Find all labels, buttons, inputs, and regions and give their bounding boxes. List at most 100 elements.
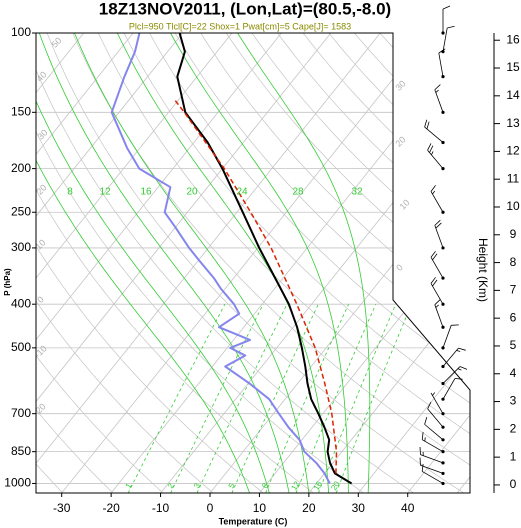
wind-barb-staff bbox=[427, 408, 444, 428]
mixing-ratio-line bbox=[231, 304, 319, 493]
wind-barb bbox=[421, 432, 445, 454]
x-tick-label: 40 bbox=[401, 501, 415, 515]
wind-barb bbox=[434, 299, 445, 329]
x-tick-label: 20 bbox=[302, 501, 316, 515]
dry-adiabat bbox=[97, 33, 470, 493]
wind-barb-feather bbox=[427, 143, 432, 151]
isotherm bbox=[36, 33, 381, 493]
moist-adiabat bbox=[36, 33, 250, 493]
mixing-ratio-line bbox=[335, 304, 412, 493]
isotherm bbox=[36, 33, 332, 493]
wind-barb-staff bbox=[434, 225, 444, 249]
wind-barb-feather bbox=[434, 84, 441, 91]
moist-adiabat-label: 16 bbox=[140, 187, 152, 198]
dry-adiabat bbox=[36, 33, 214, 493]
wind-barb-staff bbox=[422, 471, 444, 484]
wind-barb-feather bbox=[459, 366, 468, 370]
y-tick-label: 700 bbox=[11, 406, 31, 420]
wind-barb-staff bbox=[424, 424, 444, 441]
wind-barb bbox=[441, 347, 466, 369]
isotherm bbox=[61, 33, 431, 493]
wind-barb-base bbox=[441, 50, 445, 54]
wind-barb bbox=[430, 250, 445, 280]
wind-barb bbox=[441, 5, 451, 35]
moist-adiabat bbox=[116, 33, 329, 493]
y2-tick-label: 10 bbox=[506, 199, 520, 213]
moist-adiabat bbox=[237, 33, 371, 493]
x-tick-label: 0 bbox=[207, 501, 214, 515]
dry-adiabat bbox=[46, 33, 464, 493]
x-tick-label: 30 bbox=[352, 501, 366, 515]
moist-adiabat bbox=[170, 33, 349, 493]
dry-adiabat bbox=[36, 33, 114, 493]
y-axis-title: P (hPa) bbox=[3, 268, 12, 296]
wind-barb-half bbox=[435, 89, 439, 93]
y-tick-label: 1000 bbox=[4, 476, 31, 490]
y-tick-label: 850 bbox=[11, 444, 31, 458]
mixing-ratio-label: 1 bbox=[124, 481, 134, 490]
wind-barb bbox=[430, 185, 445, 214]
dry-adiabat bbox=[174, 33, 470, 493]
wind-barb-feather bbox=[447, 25, 455, 29]
wind-barb-staff bbox=[442, 325, 452, 348]
moist-adiabat-label: 24 bbox=[236, 187, 248, 198]
wind-barb-half bbox=[431, 151, 434, 155]
dry-adiabat bbox=[149, 33, 470, 493]
isotherm bbox=[36, 33, 233, 493]
wind-barb bbox=[430, 392, 445, 416]
isotherm bbox=[36, 33, 282, 493]
wind-barb bbox=[441, 25, 455, 54]
wind-barb-half bbox=[457, 368, 462, 371]
moist-adiabat-label: 12 bbox=[99, 187, 111, 198]
dry-adiabat bbox=[226, 33, 470, 493]
moist-adiabat bbox=[74, 33, 310, 493]
y-tick-label: 200 bbox=[11, 161, 31, 175]
y-tick-label: 500 bbox=[11, 340, 31, 354]
wind-barb-staff bbox=[420, 454, 444, 464]
wind-barb-feather bbox=[434, 299, 441, 305]
dry-adiabat bbox=[36, 33, 264, 493]
y-tick-label: 250 bbox=[11, 204, 31, 218]
wind-barb bbox=[434, 84, 445, 114]
wind-barb-feather bbox=[435, 222, 442, 229]
wind-barb bbox=[441, 366, 468, 386]
wind-barb bbox=[419, 447, 445, 465]
wind-barb-feather bbox=[432, 253, 438, 261]
moist-adiabat-label: 28 bbox=[292, 187, 304, 198]
y2-tick-label: 7 bbox=[510, 283, 517, 297]
y2-tick-label: 11 bbox=[507, 171, 520, 185]
x-tick-label: 10 bbox=[253, 501, 267, 515]
isotherm bbox=[407, 33, 470, 493]
dry-adiabat bbox=[36, 33, 364, 493]
y2-tick-label: 1 bbox=[510, 449, 517, 463]
dry-adiabat bbox=[36, 33, 414, 493]
wind-barb-staff bbox=[434, 89, 444, 113]
moist-adiabat-label: 20 bbox=[186, 187, 198, 198]
wind-barb-feather bbox=[430, 250, 436, 258]
mixing-ratio-label: 3 bbox=[192, 481, 202, 490]
y2-tick-label: 4 bbox=[510, 366, 517, 380]
wind-barb-staff bbox=[427, 149, 444, 169]
y2-axis-title: Height (Km) bbox=[476, 238, 490, 302]
sounding-line bbox=[110, 33, 331, 484]
dry-adiabat bbox=[123, 33, 470, 493]
wind-barb-staff bbox=[420, 464, 444, 474]
y2-tick-label: 6 bbox=[510, 310, 517, 324]
y-tick-label: 100 bbox=[11, 25, 31, 39]
wind-barb-feather bbox=[421, 463, 424, 472]
wind-barb-staff bbox=[422, 439, 444, 453]
dry-adiabat bbox=[36, 33, 164, 493]
moist-adiabat bbox=[36, 33, 270, 493]
wind-barb-feather bbox=[426, 121, 430, 130]
wind-barb-feather bbox=[424, 416, 428, 425]
mixing-ratio-line bbox=[196, 304, 288, 493]
wind-barb-half bbox=[432, 190, 436, 195]
y-tick-label: 300 bbox=[11, 240, 31, 254]
sounding-line bbox=[173, 98, 338, 474]
wind-barb bbox=[427, 401, 445, 429]
wind-barb-feather bbox=[434, 219, 441, 226]
chart-subtitle: Plcl=950 Tlcl[C]=22 Shox=1 Pwat[cm]=5 Ca… bbox=[129, 21, 351, 31]
wind-barb-feather bbox=[430, 185, 436, 192]
wind-barb-feather bbox=[442, 5, 451, 10]
